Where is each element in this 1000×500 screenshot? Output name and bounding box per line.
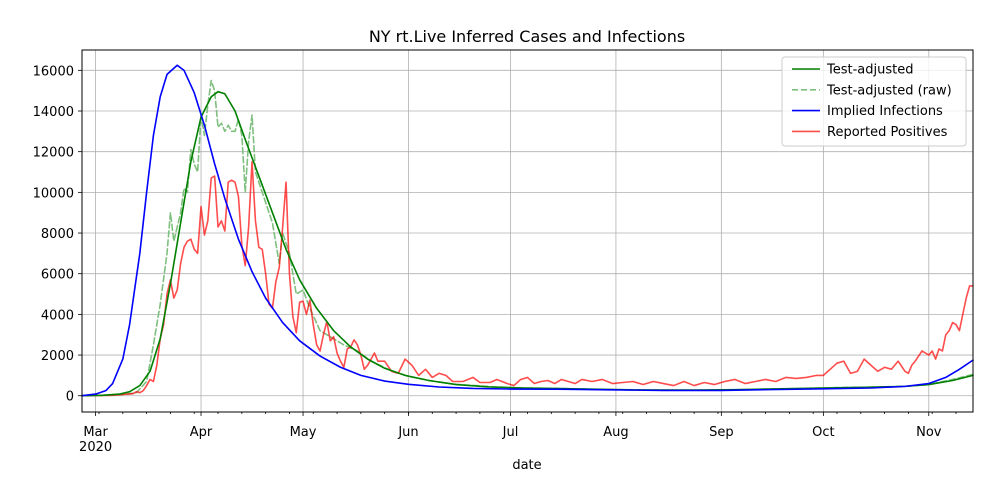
x-tick-sublabel: 2020: [79, 440, 112, 455]
y-axis: 0 2000 4000 6000 8000 10000 12000 14000 16000: [33, 64, 82, 405]
series-line-implied-infections: [81, 64, 974, 397]
x-tick-label: Jul: [502, 425, 519, 440]
y-tick-label: 2000: [41, 349, 74, 364]
y-tick-label: 4000: [41, 308, 74, 323]
legend-box: [781, 56, 967, 147]
legend-label: Implied Infections: [827, 104, 943, 119]
y-tick-label: 10000: [33, 186, 74, 201]
x-tick-label: Mar: [83, 425, 108, 440]
legend-label: Test-adjusted: [826, 63, 913, 78]
y-tick-label: 12000: [33, 146, 74, 161]
y-tick-label: 16000: [33, 64, 74, 79]
series-layer: [81, 64, 974, 397]
x-tick-label: Sep: [709, 425, 734, 440]
x-axis-label: date: [512, 458, 541, 473]
x-tick-label: May: [290, 425, 317, 440]
y-tick-label: 8000: [41, 227, 74, 242]
x-tick-label: Aug: [603, 425, 628, 440]
y-tick-label: 0: [66, 390, 74, 405]
y-tick-label: 6000: [41, 268, 74, 283]
x-tick-label: Jun: [397, 425, 418, 440]
x-tick-label: Apr: [190, 425, 213, 440]
legend-label: Test-adjusted (raw): [826, 83, 952, 98]
x-tick-label: Nov: [916, 425, 942, 440]
legend: Test-adjusted Test-adjusted (raw) Implied …: [781, 56, 967, 147]
y-tick-label: 14000: [33, 105, 74, 120]
chart-title: NY rt.Live Inferred Cases and Infections: [369, 27, 685, 46]
legend-label: Reported Positives: [827, 125, 948, 140]
series-line-reported-positives: [81, 161, 974, 397]
x-tick-label: Oct: [812, 425, 834, 440]
